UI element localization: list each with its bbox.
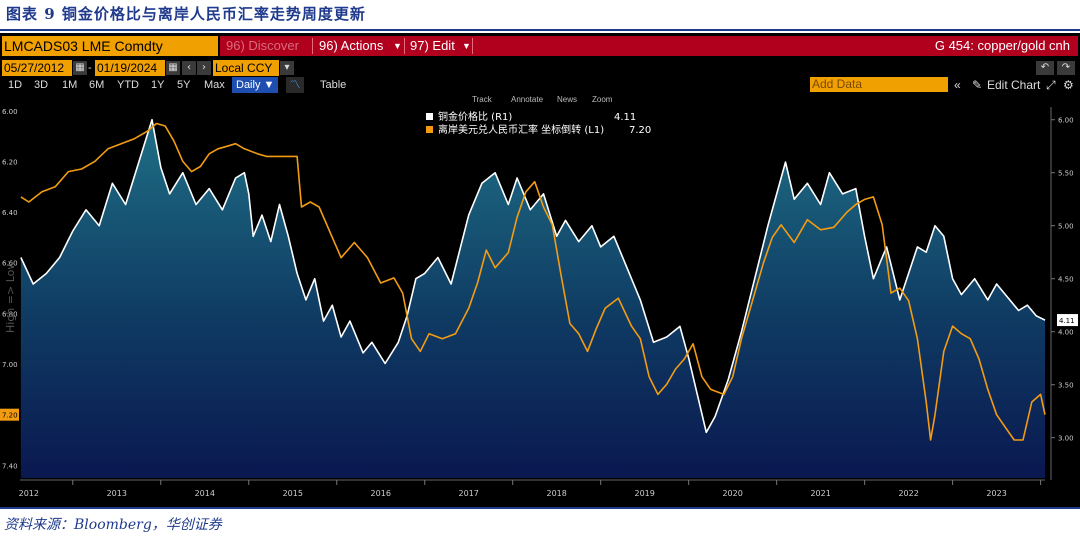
period-bar: 1D 3D 1M 6M YTD 1Y 5Y Max Daily ▼ 〽 Tabl… [0,77,1080,93]
period-6m[interactable]: 6M [89,79,105,91]
series-area-0 [20,119,1045,478]
left-tick-label: 6.60 [2,260,18,268]
chart-name: G 454: copper/gold cnh [934,38,1070,53]
left-current-badge [0,408,19,421]
title-rule [0,29,1080,31]
side-label: High => Low [4,261,17,333]
x-tick-label: 2015 [283,489,303,498]
date-separator: - [88,62,92,74]
tool-zoom[interactable]: Zoom [592,95,613,104]
left-tick-label: 6.80 [2,310,18,318]
tool-annotate[interactable]: Annotate [511,95,544,104]
right-tick-label: 6.00 [1058,117,1074,125]
left-tick-label: 6.40 [2,209,18,217]
x-tick-label: 2016 [371,489,391,498]
period-1y[interactable]: 1Y [151,79,165,91]
left-tick-label: 6.20 [2,158,18,166]
legend-swatch-white [426,113,433,120]
source-note: 资料来源：Bloomberg，华创证券 [4,517,222,533]
top-toolbar: LMCADS03 LME Comdty 96) Discover 96) Act… [0,36,1080,57]
date-range-bar: 05/27/2012 ▦ - 01/19/2024 ▦ ‹ › Local CC… [0,60,1080,77]
x-tick-label: 2018 [547,489,567,498]
pencil-icon[interactable]: ✎ [972,78,983,92]
period-1m[interactable]: 1M [62,79,78,91]
x-tick-label: 2017 [459,489,479,498]
expand-icon[interactable]: ⤢ [1046,78,1056,92]
add-data-input[interactable]: Add Data [810,77,948,92]
calendar-icon[interactable]: ▦ [166,61,180,75]
chevron-down-icon: ▼ [462,41,471,51]
settings-gear-icon[interactable]: ⚙ [1063,78,1074,92]
discover-button[interactable]: 96) Discover [226,38,299,53]
chevron-down-icon: ▼ [393,41,402,51]
legend-label-copper-gold: 铜金价格比 (R1) [438,110,512,123]
edit-button[interactable]: 97) Edit [410,38,455,53]
right-current-badge [1057,314,1078,327]
period-3d[interactable]: 3D [34,79,49,91]
legend-label-cnh: 离岸美元兑人民币汇率 坐标倒转 (L1) [438,123,604,136]
collapse-icon[interactable]: « [954,78,961,92]
period-ytd[interactable]: YTD [117,79,139,91]
calendar-icon[interactable]: ▦ [73,61,87,75]
period-1d[interactable]: 1D [8,79,23,91]
plot-tools: Track Annotate News Zoom [472,95,613,104]
right-current-value: 4.11 [1059,317,1075,325]
currency-select[interactable]: Local CCY [213,60,279,76]
series-line-0 [20,118,1046,434]
x-tick-label: 2023 [986,489,1006,498]
x-tick-label: 2020 [722,489,742,498]
right-tick-label: 4.00 [1058,329,1074,337]
legend: 铜金价格比 (R1) 4.11 离岸美元兑人民币汇率 坐标倒转 (L1) 7.2… [420,108,652,138]
legend-swatch-orange [426,126,433,133]
redo-icon[interactable]: ↷ [1057,61,1075,75]
x-tick-label: 2021 [810,489,830,498]
divider [312,38,313,54]
left-current-value: 7.20 [2,412,18,420]
left-tick-label: 7.40 [2,462,18,470]
start-date-field[interactable]: 05/27/2012 [2,60,72,76]
legend-value-cnh: 7.20 [629,125,651,136]
right-tick-label: 5.50 [1058,170,1074,178]
tool-track[interactable]: Track [472,95,493,104]
table-button[interactable]: Table [320,79,347,91]
undo-icon[interactable]: ↶ [1036,61,1054,75]
footer-rule [0,507,1080,509]
x-tick-label: 2012 [19,489,39,498]
line-chart-icon[interactable]: 〽 [286,77,304,93]
legend-value-copper-gold: 4.11 [614,112,636,123]
menu-bar: 96) Discover 96) Actions ▼ 97) Edit ▼ G … [220,36,1078,56]
actions-button[interactable]: 96) Actions [319,38,384,53]
frequency-label: Daily [236,79,261,91]
x-tick-label: 2019 [634,489,654,498]
chevron-down-icon[interactable]: ▾ [280,61,294,75]
divider [472,38,473,54]
x-tick-label: 2013 [107,489,127,498]
left-tick-label: 6.00 [2,108,18,116]
x-tick-label: 2022 [898,489,918,498]
right-tick-label: 4.50 [1058,276,1074,284]
frequency-select[interactable]: Daily ▼ [232,77,279,93]
right-tick-label: 3.50 [1058,382,1074,390]
divider [404,38,405,54]
right-tick-label: 5.00 [1058,223,1074,231]
left-tick-label: 7.00 [2,361,18,369]
series-line-1 [20,122,1046,441]
x-tick-label: 2014 [195,489,215,498]
chevron-right-icon[interactable]: › [197,61,211,75]
right-tick-label: 3.00 [1058,435,1074,443]
figure-title: 图表 9 铜金价格比与离岸人民币汇率走势周度更新 [6,5,366,23]
ticker-field[interactable]: LMCADS03 LME Comdty [2,36,218,56]
legend-bg [420,108,652,138]
period-max[interactable]: Max [204,79,225,91]
end-date-field[interactable]: 01/19/2024 [95,60,165,76]
chevron-left-icon[interactable]: ‹ [182,61,196,75]
edit-chart-button[interactable]: Edit Chart [987,78,1041,92]
period-5y[interactable]: 5Y [177,79,191,91]
tool-news[interactable]: News [557,95,577,104]
plot-area: Track Annotate News Zoom 2012 2013 2014 201… [0,95,1078,498]
